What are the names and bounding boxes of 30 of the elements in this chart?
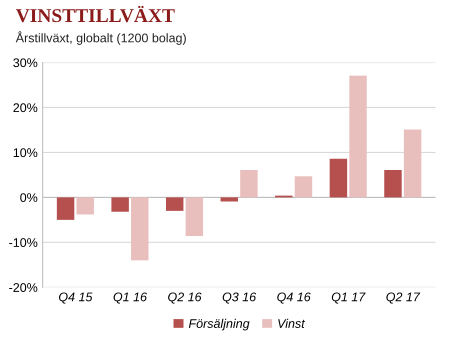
y-tick-label: 0% (20, 193, 38, 202)
bar (349, 76, 367, 198)
bar (220, 197, 238, 202)
y-tick-label: 30% (13, 58, 38, 68)
x-tick-label: Q4 15 (58, 292, 92, 304)
y-tick-label: 10% (14, 148, 38, 158)
x-tick-label: Q4 16 (277, 292, 311, 304)
bar (76, 197, 94, 214)
x-tick-label: Q1 17 (332, 292, 366, 304)
bar (294, 176, 312, 198)
bar (131, 197, 149, 260)
bar (56, 197, 74, 220)
y-tick-label: 20% (13, 103, 38, 112)
chart-title: VINSTTILLVÄXT (16, 6, 175, 22)
bar (404, 130, 422, 198)
y-tick-label: -10% (9, 238, 38, 247)
bar (111, 197, 129, 212)
bar (186, 197, 204, 236)
legend-label: Försäljning (188, 318, 250, 330)
y-tick-label: -20% (9, 283, 38, 292)
chart-subtitle: Årstillväxt, globalt (1200 bolag) (16, 31, 186, 45)
x-tick-label: Q1 16 (114, 292, 147, 304)
x-tick-label: Q3 16 (222, 292, 256, 304)
bar (384, 170, 402, 198)
bar (240, 170, 258, 198)
bar (330, 158, 348, 198)
x-tick-label: Q2 16 (168, 292, 202, 304)
legend-label: Vinst (278, 318, 306, 328)
bar (166, 197, 184, 211)
x-tick-label: Q2 17 (386, 292, 420, 304)
